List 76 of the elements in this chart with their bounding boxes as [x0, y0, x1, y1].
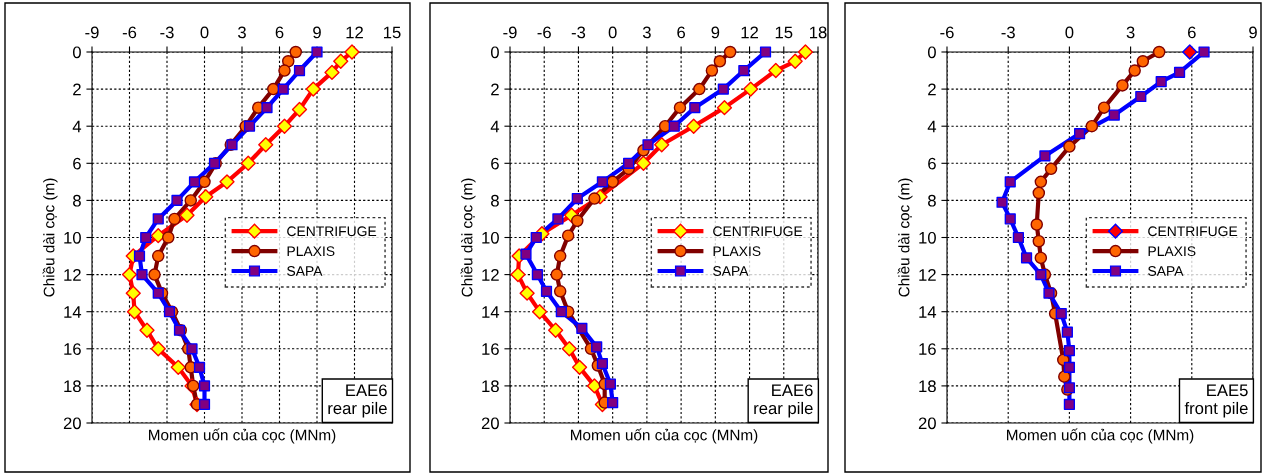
x-tick-label: 18: [810, 26, 827, 39]
legend-label: CENTRIFUGE: [287, 226, 377, 237]
x-tick-label: 0: [1065, 26, 1074, 39]
x-tick-label: -3: [571, 26, 586, 39]
x-tick-label: 3: [1126, 26, 1135, 39]
legend-label: CENTRIFUGE: [1148, 226, 1238, 237]
x-tick-label: 6: [275, 26, 284, 39]
x-tick-label: 6: [677, 26, 686, 39]
x-tick-label: 9: [313, 26, 321, 39]
annotation: EAE5 front pile: [1184, 384, 1248, 418]
y-tick-label: 20: [918, 417, 936, 430]
x-tick-label: 6: [1188, 26, 1196, 39]
y-tick-label: 20: [63, 417, 81, 430]
x-tick-label: 3: [642, 26, 651, 39]
x-tick-label: -9: [85, 26, 99, 39]
y-tick-label: 14: [482, 306, 500, 318]
y-axis-title: Chiều dài cọc (m): [42, 178, 58, 297]
y-axis-title: Chiều dài cọc (m): [897, 178, 913, 297]
x-tick-label: -9: [503, 26, 517, 39]
x-tick-label: 3: [238, 26, 246, 39]
y-tick-label: 0: [72, 46, 81, 59]
y-tick-label: 6: [928, 157, 936, 170]
x-tick-label: -6: [940, 26, 954, 39]
legend-label: PLAXIS: [287, 246, 335, 257]
y-tick-label: 18: [64, 380, 81, 393]
y-tick-label: 8: [73, 194, 81, 207]
y-tick-label: 16: [64, 343, 81, 355]
legend-label: PLAXIS: [1148, 246, 1196, 257]
y-tick-label: 12: [919, 269, 936, 281]
y-tick-label: 18: [919, 380, 936, 393]
annotation: EAE6 rear pile: [754, 384, 813, 418]
x-tick-label: 0: [608, 26, 617, 39]
y-tick-label: 16: [919, 343, 936, 355]
x-tick-label: 12: [346, 26, 363, 39]
x-tick-label: -3: [1001, 26, 1015, 39]
y-tick-label: 2: [73, 83, 81, 96]
y-tick-label: 16: [482, 343, 499, 355]
x-tick-label: -6: [122, 26, 137, 39]
y-tick-label: 10: [919, 231, 936, 244]
y-tick-label: 18: [482, 380, 499, 393]
legend-label: SAPA: [1148, 266, 1184, 276]
legend-label: SAPA: [713, 266, 749, 276]
y-tick-label: 12: [482, 269, 499, 281]
annotation: EAE6 rear pile: [328, 384, 387, 418]
legend-label: SAPA: [287, 266, 323, 276]
x-axis-title: Momen uốn của cọc (MNm): [1007, 428, 1194, 444]
y-tick-label: 20: [481, 417, 499, 430]
x-tick-label: 0: [200, 26, 209, 39]
y-tick-label: 0: [490, 46, 499, 59]
x-tick-label: 9: [711, 26, 720, 39]
y-tick-label: 14: [919, 306, 937, 318]
legend-label: CENTRIFUGE: [713, 226, 803, 237]
y-tick-label: 6: [491, 157, 499, 170]
y-tick-label: 4: [490, 120, 500, 133]
x-tick-label: 9: [1249, 26, 1257, 39]
y-tick-label: 14: [64, 306, 82, 318]
x-tick-label: 15: [775, 26, 793, 39]
y-tick-label: 8: [491, 194, 499, 207]
x-axis-title: Momen uốn của cọc (MNm): [149, 428, 336, 444]
x-tick-label: -3: [160, 26, 174, 39]
y-tick-label: 10: [482, 231, 499, 244]
y-tick-label: 4: [72, 120, 82, 133]
legend-label: PLAXIS: [713, 246, 761, 257]
y-tick-label: 4: [927, 120, 937, 133]
y-tick-label: 6: [73, 157, 81, 170]
y-tick-label: 8: [928, 194, 936, 207]
y-axis-title: Chiều dài cọc (m): [460, 178, 476, 297]
x-tick-label: 12: [741, 26, 758, 39]
y-tick-label: 12: [64, 269, 81, 281]
y-tick-label: 10: [64, 231, 81, 244]
x-tick-label: -6: [537, 26, 551, 39]
y-tick-label: 0: [927, 46, 936, 59]
x-axis-title: Momen uốn của cọc (MNm): [571, 428, 758, 444]
y-tick-label: 2: [928, 83, 936, 96]
y-tick-label: 2: [491, 83, 499, 96]
x-tick-label: 15: [384, 26, 401, 39]
